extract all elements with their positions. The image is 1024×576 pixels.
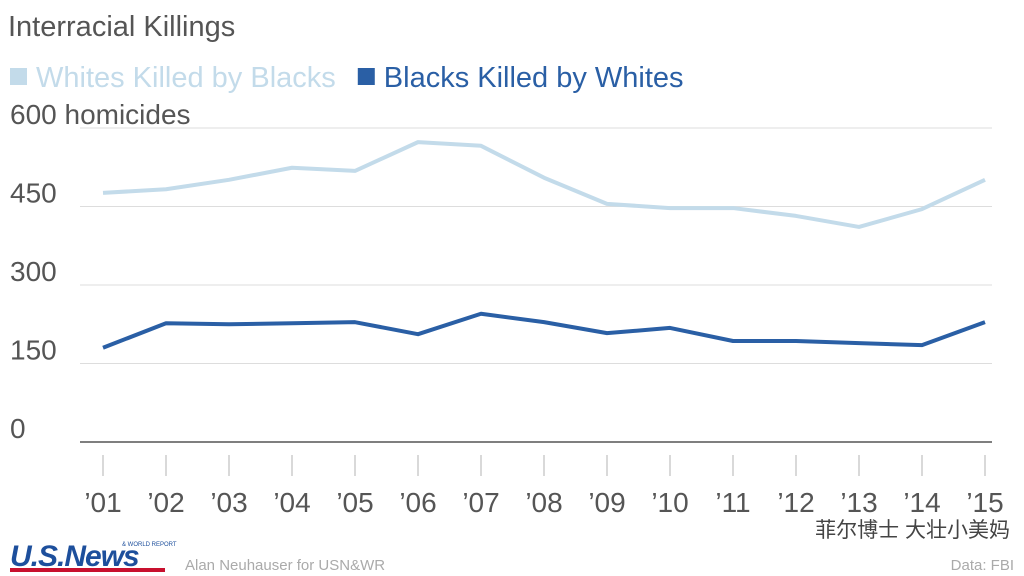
x-tick-label: ’04	[273, 487, 310, 518]
credit: Alan Neuhauser for USN&WR	[185, 557, 385, 574]
x-tick-label: ’15	[966, 487, 1003, 518]
y-tick-label-bg	[5, 176, 62, 203]
legend-label: Blacks Killed by Whites	[384, 62, 684, 94]
y-tick-label-bg	[5, 255, 62, 281]
y-tick-label: 600 homicides	[10, 99, 191, 130]
plot-area: 0 150 300 450 600 homicides ’01 ’02 ’03 ’04 ’05 ’0…	[5, 98, 1004, 518]
footer: U.S.News & WORLD REPORT Alan Neuhauser f…	[10, 519, 1014, 574]
x-tick-label: ’01	[84, 487, 121, 518]
x-tick-label: ’03	[210, 487, 247, 518]
logo: U.S.News	[10, 540, 139, 573]
watermark: 菲尔博士 大壮小美妈	[815, 519, 1010, 542]
y-tick-label-bg	[5, 412, 31, 438]
legend-swatch	[357, 68, 375, 85]
y-tick-label-bg	[5, 333, 62, 360]
legend-label: Whites Killed by Blacks	[36, 62, 336, 94]
series-line	[102, 311, 986, 350]
y-tick-label: 450	[10, 178, 57, 209]
logo-stripe	[10, 568, 165, 572]
x-tick-label: ’02	[147, 487, 184, 518]
x-tick-label: ’06	[399, 487, 436, 518]
x-tick-label: ’07	[462, 487, 499, 518]
x-tick-label: ’08	[525, 487, 562, 518]
y-tick-label: 300	[10, 256, 57, 287]
y-tick-label-bg	[5, 98, 196, 124]
y-tick-label: 150	[10, 335, 57, 366]
logo-sub: & WORLD REPORT	[122, 542, 177, 548]
y-tick-label: 0	[10, 413, 26, 444]
chart-title: Interracial Killings	[8, 11, 235, 43]
x-tick-label: ’10	[651, 487, 688, 518]
x-tick-label: ’11	[715, 487, 750, 518]
x-tick-label: ’05	[336, 487, 373, 518]
source: Data: FBI	[951, 557, 1014, 574]
x-tick-label: ’12	[777, 487, 814, 518]
x-tick-label: ’09	[588, 487, 625, 518]
legend: Whites Killed by Blacks Blacks Killed by …	[10, 62, 684, 94]
logo-box	[10, 536, 165, 570]
x-tick-label: ’14	[903, 487, 940, 518]
legend-swatch	[10, 68, 27, 85]
series-line	[102, 140, 986, 229]
x-tick-label: ’13	[840, 487, 877, 518]
